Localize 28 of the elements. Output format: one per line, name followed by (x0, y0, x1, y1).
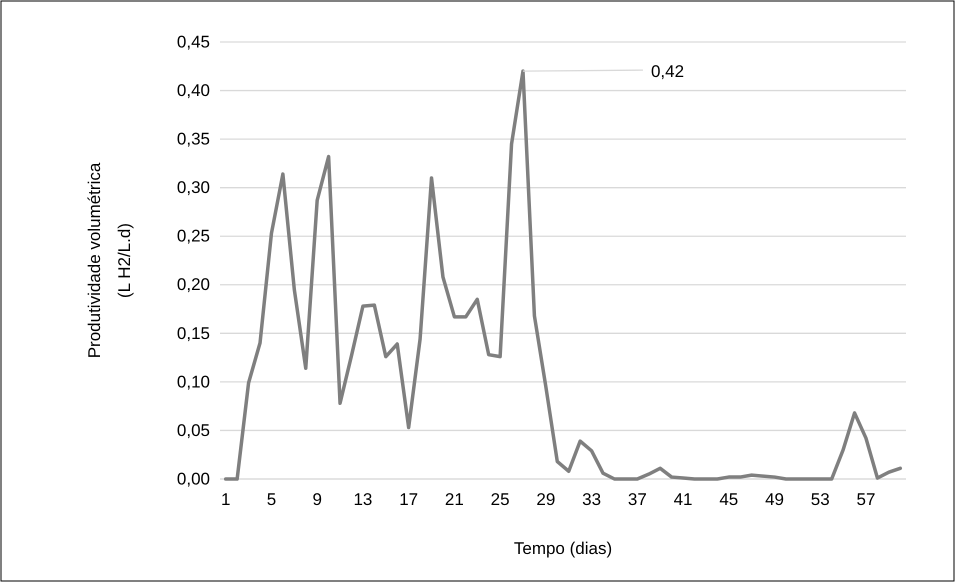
x-tick-label: 33 (582, 490, 602, 510)
x-tick-label: 21 (444, 490, 464, 510)
x-tick-label: 37 (628, 490, 647, 510)
y-tick-label: 0,05 (176, 420, 210, 440)
y-tick-label: 0,35 (176, 130, 210, 149)
y-tick-label: 0,45 (176, 32, 210, 52)
data-label: 0,42 (650, 62, 684, 82)
x-tick-label: 9 (312, 490, 322, 510)
y-tick-label: 0,40 (176, 80, 210, 100)
x-tick-label: 25 (490, 490, 510, 510)
y-tick-label: 0,10 (176, 372, 210, 392)
x-tick-label: 45 (719, 490, 738, 510)
x-tick-label: 1 (220, 490, 230, 510)
y-axis-title: Produtividade volumétrica (L H2/L.d) (85, 162, 134, 358)
y-tick-label: 0,00 (176, 469, 210, 488)
x-axis-title: Tempo (dias) (514, 539, 612, 558)
x-tick-label: 41 (674, 490, 693, 510)
y-tick-label: 0,30 (176, 178, 210, 198)
x-tick-label: 5 (266, 490, 276, 510)
y-tick-label: 0,15 (176, 324, 210, 343)
x-tick-label: 53 (810, 490, 830, 510)
x-tick-label: 29 (536, 490, 556, 510)
x-tick-label: 17 (399, 490, 418, 510)
y-tick-label: 0,20 (176, 275, 210, 294)
x-tick-label: 13 (353, 490, 372, 510)
x-tick-label: 57 (856, 490, 876, 510)
y-tick-label: 0,25 (176, 226, 210, 246)
x-tick-label: 49 (765, 490, 784, 510)
